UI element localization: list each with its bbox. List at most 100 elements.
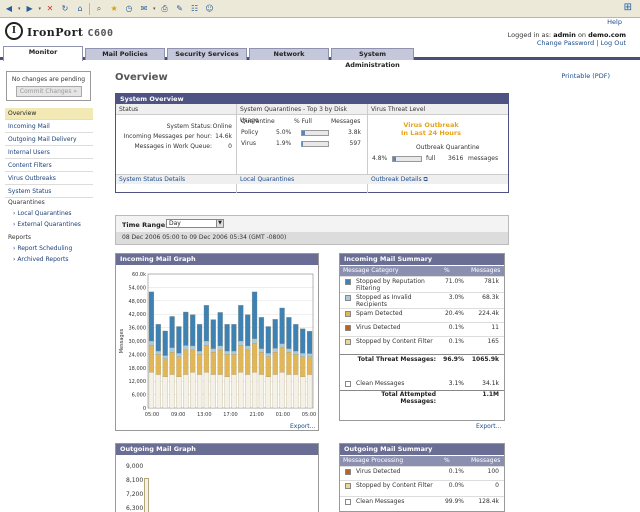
tab-network[interactable]: Network [249, 48, 329, 60]
bar-segment [279, 343, 285, 348]
tab-system-administration[interactable]: System Administration [331, 48, 414, 69]
summary-row-messages: 165 [487, 338, 499, 345]
mail-dropdown-icon[interactable]: ▾ [153, 5, 156, 12]
stop-icon[interactable]: ✕ [46, 4, 54, 13]
outbreak-quarantine-label: Outbreak Quarantine [416, 144, 480, 151]
total-attempted-messages: 1.1M [482, 391, 499, 398]
outbreak-details-link[interactable]: Outbreak Details ⧉ [371, 176, 428, 184]
summary-row-divider [340, 496, 504, 497]
bar-segment [203, 345, 210, 373]
local-quarantines-link[interactable]: Local Quarantines [240, 176, 295, 183]
tab-mail-policies[interactable]: Mail Policies [85, 48, 165, 60]
sidebar-item-archived-reports[interactable]: › Archived Reports [13, 256, 69, 263]
y-axis-label: Messages [119, 328, 125, 353]
quarantine-name[interactable]: Virus [241, 140, 257, 147]
refresh-icon[interactable]: ↻ [61, 4, 69, 13]
help-link[interactable]: Help [607, 18, 622, 26]
sidebar-item-content-filters[interactable]: Content Filters [5, 160, 93, 172]
quarantine-column-header: System Quarantines - Top 3 by Disk Usage [237, 104, 367, 124]
mail-icon[interactable]: ✉ [140, 4, 148, 13]
clean-messages-count: 34.1k [482, 380, 499, 387]
quarantine-name[interactable]: Policy [241, 129, 259, 136]
tab-monitor[interactable]: Monitor [3, 46, 83, 61]
x-tick-label: 05:00 [145, 412, 159, 418]
summary-row-messages: 128.4k [478, 498, 499, 505]
change-password-link[interactable]: Change Password [536, 39, 595, 47]
outbreak-usage-bar [392, 156, 422, 162]
back-icon[interactable]: ◀ [5, 4, 13, 13]
bar-segment [300, 356, 306, 377]
quarantine-col-label: Quarantine [241, 118, 275, 125]
x-tick-label: 17:00 [223, 412, 237, 418]
system-overview-footer [116, 174, 508, 184]
bar-segment [238, 372, 244, 409]
sidebar-group-reports[interactable]: Reports [8, 234, 32, 241]
bar-segment [293, 354, 299, 375]
report-scheduling-label: Report Scheduling [17, 245, 73, 252]
discuss-icon[interactable]: ☷ [190, 4, 199, 13]
bar-segment [272, 348, 278, 353]
summary-row-messages: 11 [491, 324, 499, 331]
sidebar-item-internal-users[interactable]: Internal Users [5, 147, 93, 159]
incoming-graph-export-link[interactable]: Export... [290, 423, 316, 430]
edit-icon[interactable]: ✎ [176, 4, 183, 13]
tab-security-services[interactable]: Security Services [167, 48, 247, 60]
summary-header-row [340, 456, 504, 466]
sidebar-item-incoming-mail[interactable]: Incoming Mail [5, 121, 93, 133]
bar-segment [203, 372, 210, 409]
system-status-details-link[interactable]: System Status Details [119, 176, 186, 183]
sidebar-item-report-scheduling[interactable]: › Report Scheduling [13, 245, 73, 252]
favorites-icon[interactable]: ★ [110, 4, 118, 13]
quarantine-usage-fill [302, 131, 305, 135]
sidebar-group-quarantines[interactable]: Quarantines [8, 199, 45, 206]
summary-row-divider [340, 480, 504, 481]
printable-pdf-link[interactable]: Printable (PDF) [561, 72, 610, 80]
time-range-select[interactable]: Day ▼ [166, 219, 224, 228]
incoming-mail-graph-panel: Incoming Mail Graph 0 6,000 12,000 18,000 24… [115, 253, 319, 431]
sidebar-item-local-quarantines[interactable]: › Local Quarantines [13, 210, 72, 217]
pending-text: No changes are pending [11, 76, 86, 83]
outgoing-mail-graph-title: Outgoing Mail Graph [116, 444, 318, 455]
bar-segment [148, 372, 155, 409]
outgoing-mail-graph-panel: Outgoing Mail Graph 9,000 8,100 7,200 6,… [115, 443, 319, 512]
brand-name: IronPort [27, 26, 84, 39]
back-dropdown-icon[interactable]: ▾ [18, 5, 21, 12]
forward-dropdown-icon[interactable]: ▾ [38, 5, 42, 12]
logout-link[interactable]: Log Out [600, 39, 626, 47]
column-divider [367, 104, 368, 193]
print-icon[interactable]: ⎙ [161, 3, 168, 13]
summary-row-divider [340, 292, 504, 293]
login-prefix: Logged in as: [507, 31, 552, 39]
login-user: admin [553, 31, 576, 39]
y-tick-label: 24,000 [129, 352, 147, 358]
legend-swatch [345, 469, 351, 475]
incoming-summary-export-link[interactable]: Export... [476, 423, 502, 430]
quarantine-pct: 5.0% [276, 129, 292, 136]
summary-row-pct: 0.1% [448, 468, 464, 475]
bar-segment [155, 354, 161, 375]
x-tick-label: 05:00 [302, 412, 316, 418]
sidebar-item-outgoing-mail-delivery[interactable]: Outgoing Mail Delivery [5, 134, 93, 146]
messages-per-hour-value: 14.6k [215, 133, 232, 140]
account-links: Change Password | Log Out [536, 39, 626, 47]
messenger-icon[interactable]: ☺ [205, 4, 214, 13]
sidebar-item-overview[interactable]: Overview [5, 108, 93, 120]
bar-segment [176, 326, 182, 354]
sidebar-item-virus-outbreaks[interactable]: Virus Outbreaks [5, 173, 93, 185]
sidebar-item-external-quarantines[interactable]: › External Quarantines [13, 221, 81, 228]
history-icon[interactable]: ◷ [125, 4, 133, 13]
sidebar-item-system-status[interactable]: System Status [5, 186, 93, 198]
forward-icon[interactable]: ▶ [26, 4, 33, 13]
search-icon[interactable]: ⌕ [96, 3, 102, 13]
bar-segment [306, 374, 313, 409]
incoming-mail-chart: 0 6,000 12,000 18,000 24,000 30,000 36,000 42,0… [119, 272, 316, 418]
sidebar: No changes are pending Commit Changes » … [0, 63, 95, 512]
outbreak-details-label: Outbreak Details [371, 176, 422, 183]
y-tick-label: 9,000 [126, 463, 144, 470]
bar-segment [190, 372, 196, 409]
home-icon[interactable]: ⌂ [77, 4, 83, 13]
incoming-mail-graph-title: Incoming Mail Graph [116, 254, 318, 265]
virus-threat-status: Virus Outbreak In Last 24 Hours [396, 121, 466, 137]
commit-changes-button[interactable]: Commit Changes » [15, 86, 82, 97]
bar-segment [210, 348, 216, 353]
